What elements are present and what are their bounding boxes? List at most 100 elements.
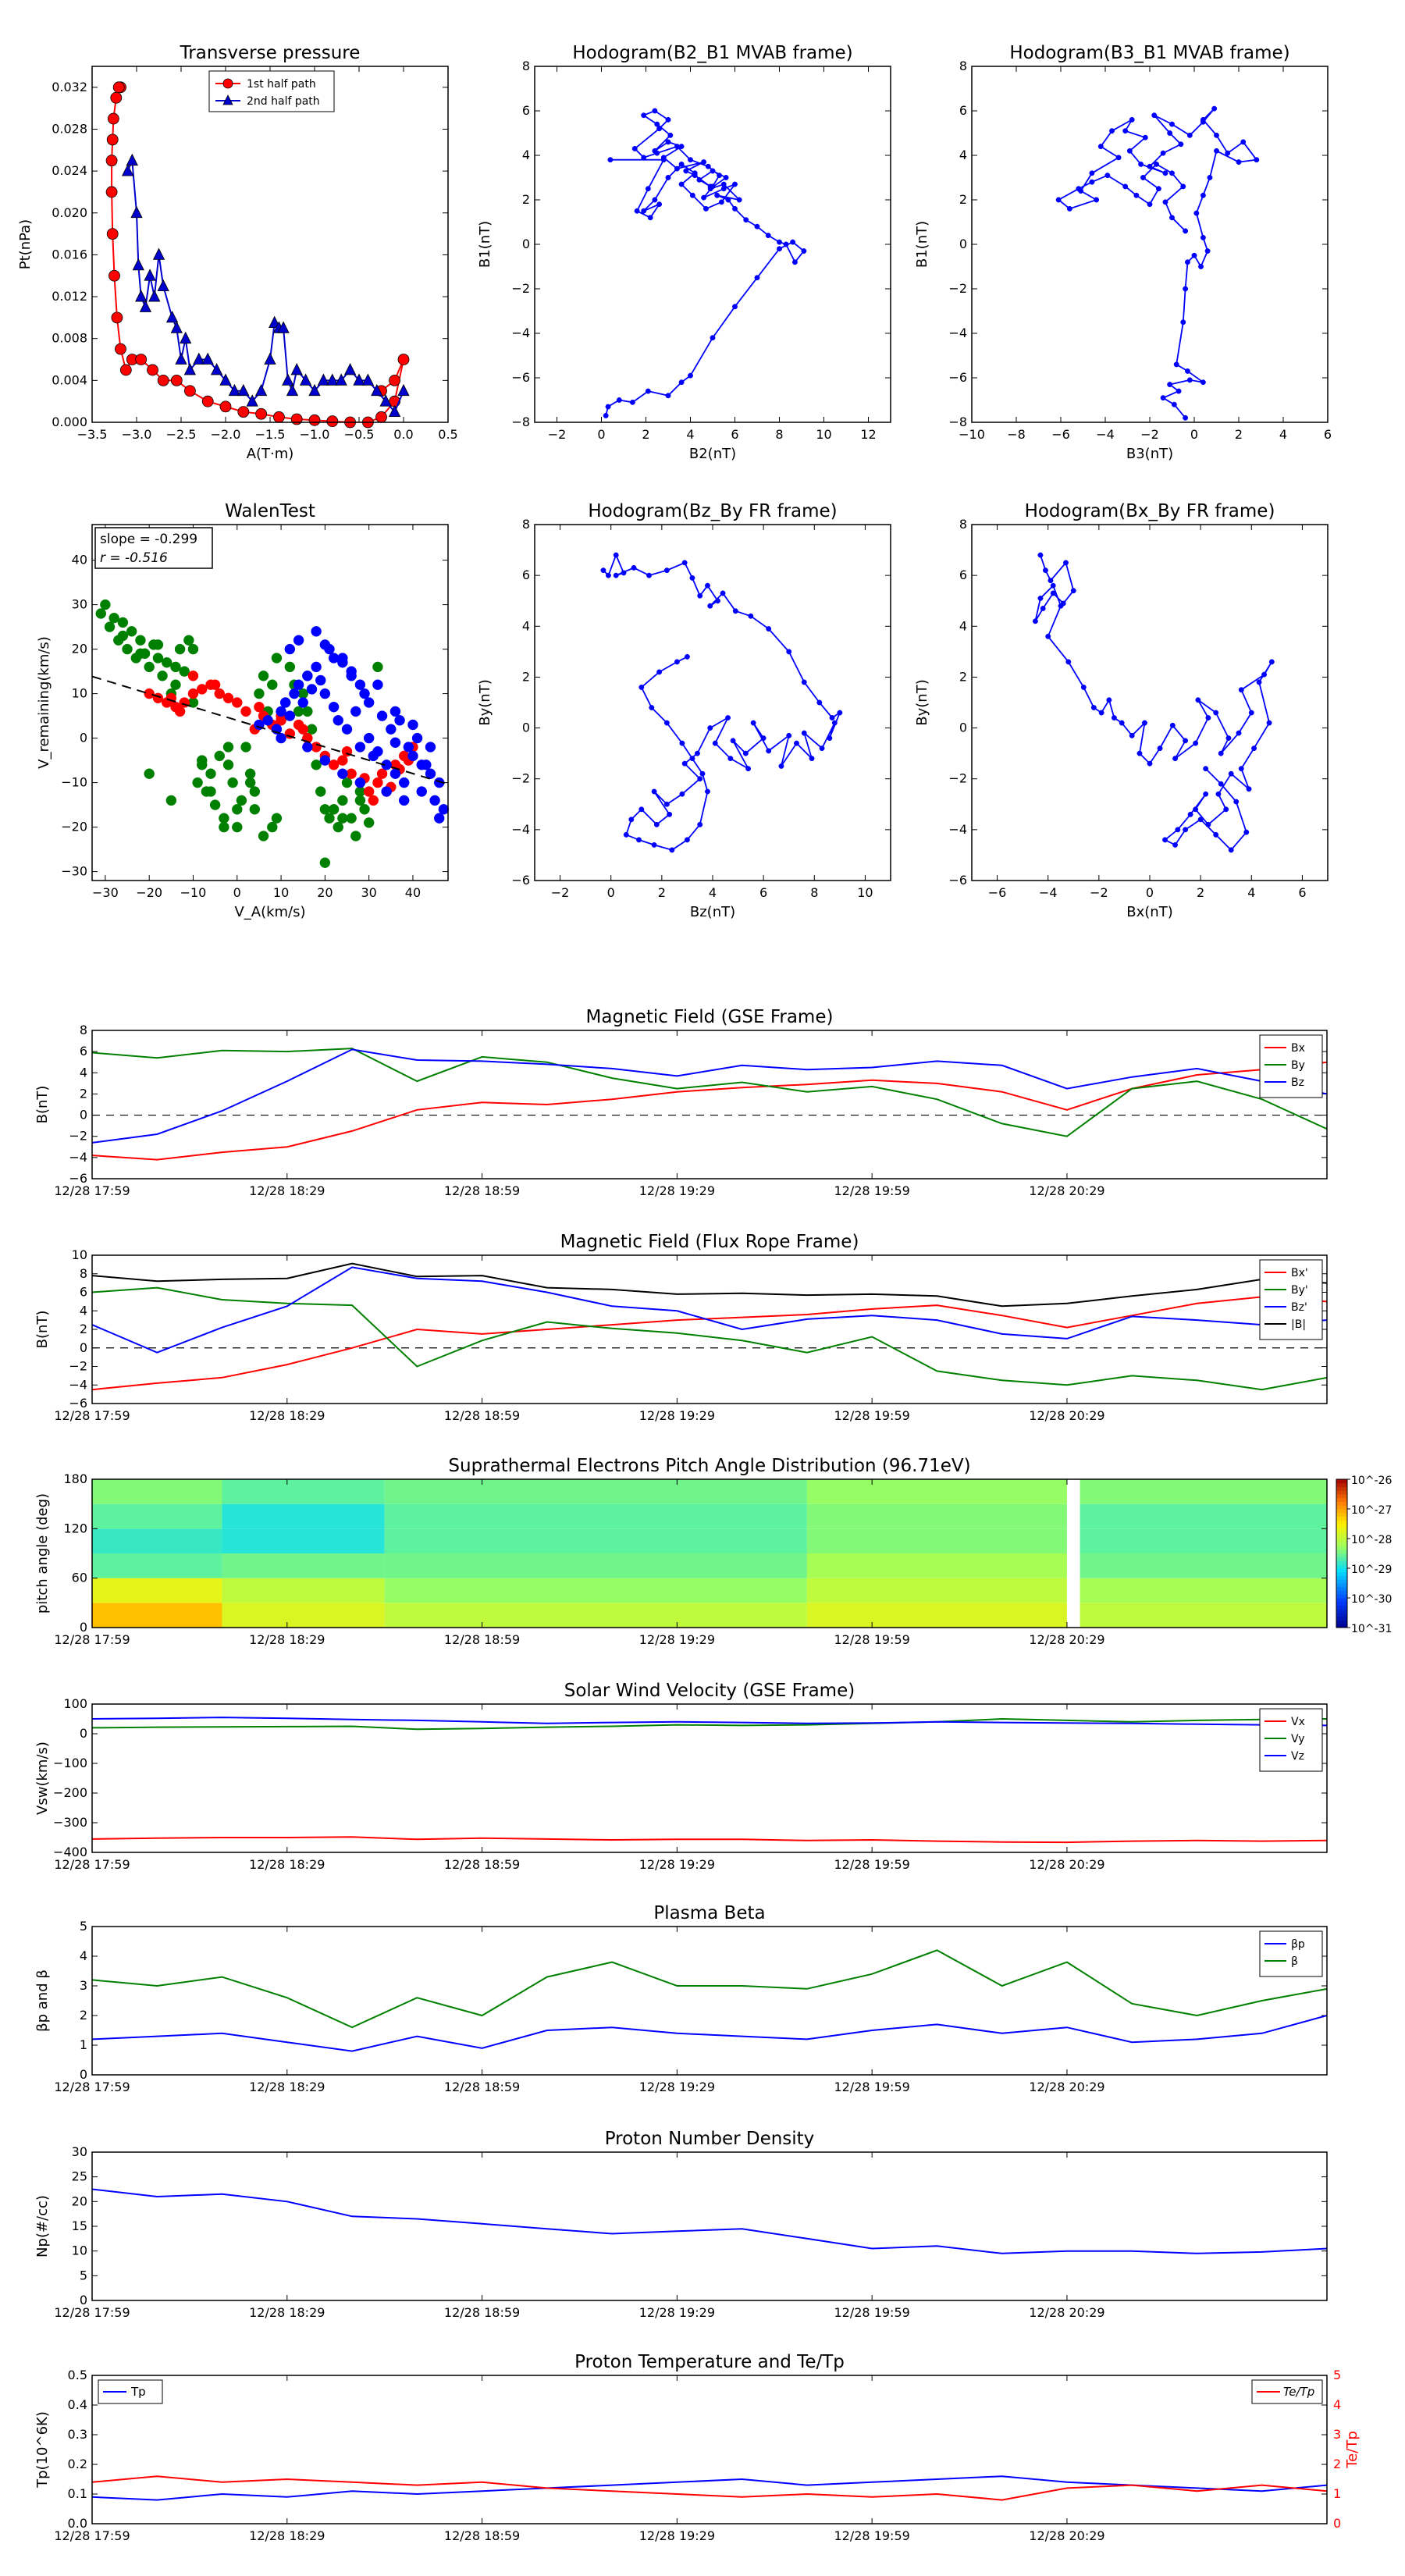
data-point — [333, 821, 344, 833]
data-point — [638, 806, 645, 813]
x-tick-label: 12/28 19:59 — [834, 1183, 910, 1198]
heatmap-cell — [92, 1503, 222, 1529]
data-point — [152, 653, 164, 664]
legend-label: Bx — [1291, 1042, 1305, 1055]
data-point — [254, 701, 265, 713]
data-point — [1214, 132, 1219, 138]
colorbar-cell — [1336, 1542, 1347, 1546]
colorbar-cell — [1336, 1531, 1347, 1535]
data-point — [679, 740, 685, 746]
data-point — [115, 343, 126, 355]
x-tick-label: 6 — [1324, 427, 1332, 442]
data-point — [267, 821, 278, 833]
data-point — [1183, 228, 1189, 234]
data-point — [227, 777, 238, 788]
panel-beta: Plasma Beta 0 1 2 3 4 5 12/28 17:59 12/28 18:29 1… — [34, 1903, 1328, 2094]
colorbar-cell — [1336, 1516, 1347, 1521]
data-point — [219, 813, 229, 824]
x-tick-label: 12/28 18:29 — [249, 1857, 325, 1872]
heatmap-cell — [806, 1503, 1067, 1529]
data-point — [1169, 121, 1175, 127]
data-point — [1032, 618, 1038, 624]
data-point — [302, 706, 313, 717]
y-tick-label: 0 — [80, 1108, 87, 1123]
data-point — [289, 688, 300, 699]
data-point — [1205, 715, 1211, 720]
data-point — [363, 786, 375, 797]
y-tick-label: 4 — [959, 618, 967, 633]
x-tick-label: 12/28 19:29 — [639, 2080, 715, 2094]
y-tick-label: −8 — [948, 415, 967, 429]
series-line — [92, 1836, 1327, 1844]
x-tick-label: −8 — [1007, 427, 1026, 442]
data-point — [363, 732, 375, 744]
data-point — [663, 720, 670, 726]
data-point — [631, 146, 638, 151]
data-point — [361, 373, 375, 386]
data-point — [271, 813, 283, 824]
panel-title: Hodogram(B3_B1 MVAB frame) — [1009, 43, 1289, 63]
data-point — [653, 821, 660, 827]
colorbar-cell — [1336, 1479, 1347, 1484]
data-point — [354, 742, 366, 753]
data-point — [165, 310, 179, 323]
y-tick-label: 10 — [72, 1247, 87, 1262]
x-tick-label: −2 — [1140, 427, 1159, 442]
colorbar-cell — [1336, 1586, 1347, 1591]
data-point — [1157, 745, 1163, 752]
colorbar-cell — [1336, 1564, 1347, 1569]
legend-label: Te/Tp — [1283, 2385, 1314, 2399]
plot-frame — [91, 1703, 1328, 1853]
data-point — [720, 186, 727, 192]
data-point — [801, 730, 807, 736]
data-point — [669, 847, 675, 853]
data-point — [651, 788, 657, 795]
data-point — [760, 735, 767, 742]
x-tick-label: 12/28 17:59 — [54, 1632, 130, 1647]
data-point — [714, 192, 720, 198]
data-point — [1147, 201, 1153, 208]
data-point — [732, 205, 738, 212]
data-point — [183, 363, 197, 375]
x-tick-label: −30 — [92, 885, 119, 900]
data-point — [732, 608, 738, 614]
data-point — [376, 768, 388, 779]
data-point — [829, 715, 835, 720]
x-tick-label: 12/28 19:29 — [639, 1408, 715, 1423]
heatmap-cell — [92, 1553, 222, 1578]
y-tick-label: 1 — [80, 2037, 87, 2052]
data-point — [1122, 183, 1129, 190]
data-point — [1228, 770, 1234, 777]
panel-hodogram-bx-by: Hodogram(Bx_By FR frame) −6 −4 −2 0 2 4 6 −6 −4 −2… — [914, 501, 1329, 920]
data-point — [638, 685, 645, 690]
data-point — [333, 715, 344, 726]
y-tick-label: 180 — [63, 1471, 87, 1486]
colorbar-cell — [1336, 1609, 1347, 1614]
data-point — [121, 164, 134, 176]
y-tick-label: 0.020 — [52, 205, 87, 220]
y-tick-label: 0 — [80, 1340, 87, 1355]
x-tick-label: 12/28 20:29 — [1029, 1408, 1104, 1423]
data-point — [766, 748, 772, 754]
data-point — [398, 795, 410, 806]
y-right-tick-label: 3 — [1333, 2427, 1341, 2442]
data-point — [319, 804, 331, 815]
data-point — [1215, 791, 1222, 797]
data-point — [707, 725, 713, 731]
y-tick-label: 25 — [72, 2169, 87, 2184]
data-point — [210, 363, 223, 375]
data-point — [656, 669, 663, 675]
data-point — [379, 394, 392, 407]
legend-box — [1259, 1930, 1323, 1977]
data-point — [117, 630, 129, 642]
x-tick-label: 12/28 20:29 — [1029, 1183, 1104, 1198]
x-tick-label: 12/28 18:29 — [249, 2305, 325, 2320]
data-point — [232, 821, 243, 833]
y-tick-label: −4 — [948, 822, 967, 837]
y-right-tick-label: 5 — [1333, 2368, 1341, 2382]
y-tick-label: −20 — [61, 820, 87, 834]
y-tick-label: 0.1 — [68, 2486, 87, 2501]
data-point — [152, 247, 165, 260]
series-line — [603, 553, 841, 851]
y-tick-label: −2 — [948, 281, 967, 296]
